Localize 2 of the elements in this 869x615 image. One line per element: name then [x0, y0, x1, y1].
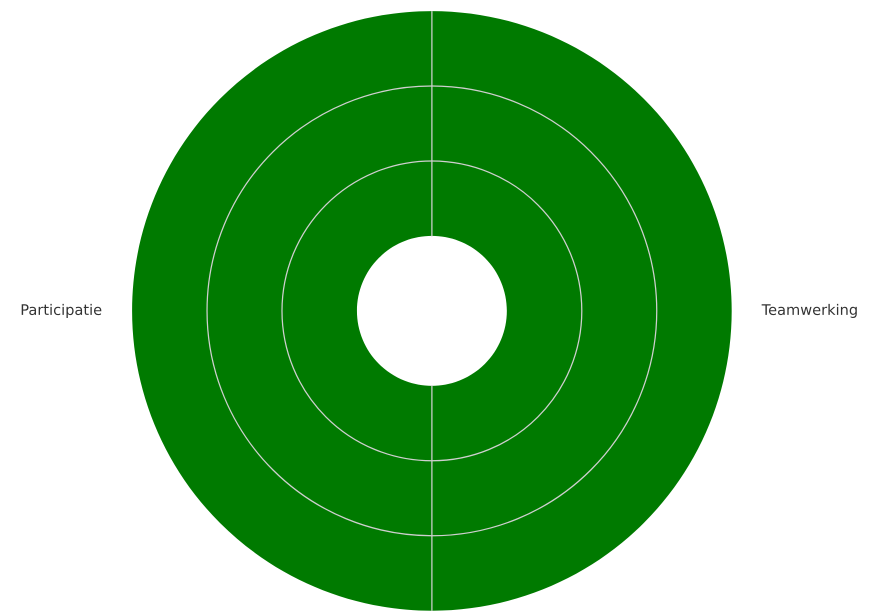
slice-label: Teamwerking	[762, 304, 857, 318]
slice-label: Participatie	[22, 304, 102, 318]
